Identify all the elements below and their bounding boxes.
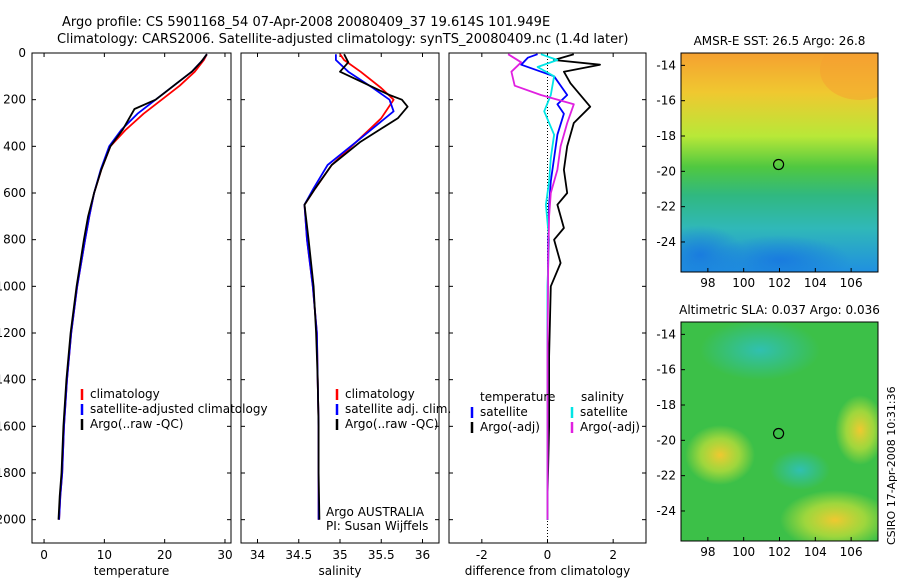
- sst-title: AMSR-E SST: 26.5 Argo: 26.8: [694, 34, 866, 48]
- sst-argo-location-marker: [772, 158, 785, 171]
- difference-legend-group-title: salinity: [581, 390, 624, 404]
- salinity-xtick-label: 35: [332, 548, 347, 562]
- sla-ytick-label: -22: [656, 469, 676, 483]
- difference-legend-label: Argo(-adj): [580, 420, 640, 434]
- sst-ytick-label: -20: [656, 164, 676, 178]
- salinity-xlabel: salinity: [318, 564, 361, 578]
- sst-ytick-label: -24: [656, 235, 676, 249]
- salinity-annotation: PI: Susan Wijffels: [326, 519, 428, 533]
- sla-ytick-label: -14: [656, 327, 676, 341]
- temperature-legend-label: Argo(..raw -QC): [90, 417, 183, 431]
- sla-ytick-label: -16: [656, 363, 676, 377]
- temperature-xtick-label: 20: [157, 548, 172, 562]
- temperature-legend-label: satellite-adjusted climatology: [90, 402, 268, 416]
- salinity-xtick-label: 34.5: [285, 548, 312, 562]
- sla-xtick-label: 102: [768, 545, 791, 559]
- sla-ytick-label: -20: [656, 433, 676, 447]
- difference-series-temperature-argo-adj-: [546, 53, 601, 520]
- salinity-axes-frame: [240, 52, 440, 544]
- salinity-legend-label: climatology: [345, 387, 415, 401]
- temperature-ytick-label: 1800: [0, 466, 26, 480]
- temperature-series-argo-raw-qc-: [57, 53, 208, 520]
- sst-xtick-label: 104: [804, 276, 827, 290]
- temperature-ytick-label: 800: [3, 233, 26, 247]
- sla-xtick-label: 106: [840, 545, 863, 559]
- sst-ytick-label: -22: [656, 200, 676, 214]
- sst-ytick-label: -16: [656, 94, 676, 108]
- difference-xtick-label: -2: [476, 548, 488, 562]
- temperature-axes-frame: [31, 52, 232, 544]
- difference-xtick-label: 0: [544, 548, 552, 562]
- sla-ytick-label: -24: [656, 504, 676, 518]
- salinity-series-argo-raw-qc-: [303, 53, 409, 520]
- temperature-ytick-label: 1400: [0, 373, 26, 387]
- temperature-ytick-label: 1200: [0, 326, 26, 340]
- salinity-legend-label: Argo(..raw -QC): [345, 417, 438, 431]
- temperature-ytick-label: 400: [3, 139, 26, 153]
- sst-xtick-label: 102: [768, 276, 791, 290]
- temperature-ytick-label: 1000: [0, 279, 26, 293]
- salinity-xtick-label: 35.5: [368, 548, 395, 562]
- sla-xtick-label: 98: [700, 545, 715, 559]
- salinity-xtick-label: 36: [415, 548, 430, 562]
- difference-legend-label: satellite: [480, 405, 528, 419]
- temperature-ytick-label: 0: [18, 46, 26, 60]
- sst-xtick-label: 98: [700, 276, 715, 290]
- difference-xlabel: difference from climatology: [465, 564, 631, 578]
- temperature-xtick-label: 10: [97, 548, 112, 562]
- temperature-ytick-label: 2000: [0, 513, 26, 527]
- sla-xtick-label: 100: [732, 545, 755, 559]
- temperature-xtick-label: 30: [217, 548, 232, 562]
- difference-legend-label: satellite: [580, 405, 628, 419]
- difference-legend-label: Argo(-adj): [480, 420, 540, 434]
- difference-legend-group-title: temperature: [480, 390, 555, 404]
- temperature-xlabel: temperature: [94, 564, 169, 578]
- sla-map-image: [681, 322, 878, 541]
- temperature-xtick-label: 0: [40, 548, 48, 562]
- salinity-legend-label: satellite adj. clim.: [345, 402, 451, 416]
- sst-map-image: [681, 53, 878, 272]
- temperature-ytick-label: 200: [3, 93, 26, 107]
- sla-title: Altimetric SLA: 0.037 Argo: 0.036: [679, 303, 880, 317]
- header-line-2: Climatology: CARS2006. Satellite-adjuste…: [57, 32, 629, 47]
- header-line-1: Argo profile: CS 5901168_54 07-Apr-2008 …: [62, 15, 550, 30]
- difference-xtick-label: 2: [609, 548, 617, 562]
- temperature-ytick-label: 600: [3, 186, 26, 200]
- sla-xtick-label: 104: [804, 545, 827, 559]
- temperature-ytick-label: 1600: [0, 419, 26, 433]
- sst-xtick-label: 100: [732, 276, 755, 290]
- sla-ytick-label: -18: [656, 398, 676, 412]
- salinity-xtick-label: 34: [250, 548, 265, 562]
- sst-ytick-label: -14: [656, 58, 676, 72]
- side-timestamp-label: CSIRO 17-Apr-2008 10:31:36: [885, 386, 898, 545]
- temperature-series-climatology: [58, 53, 208, 520]
- sst-xtick-label: 106: [840, 276, 863, 290]
- difference-series-temperature-satellite: [520, 53, 569, 520]
- difference-series-salinity-argo-adj-: [507, 53, 575, 520]
- salinity-annotation: Argo AUSTRALIA: [326, 505, 425, 519]
- sla-argo-location-marker: [772, 427, 785, 440]
- sst-ytick-label: -18: [656, 129, 676, 143]
- temperature-legend-label: climatology: [90, 387, 160, 401]
